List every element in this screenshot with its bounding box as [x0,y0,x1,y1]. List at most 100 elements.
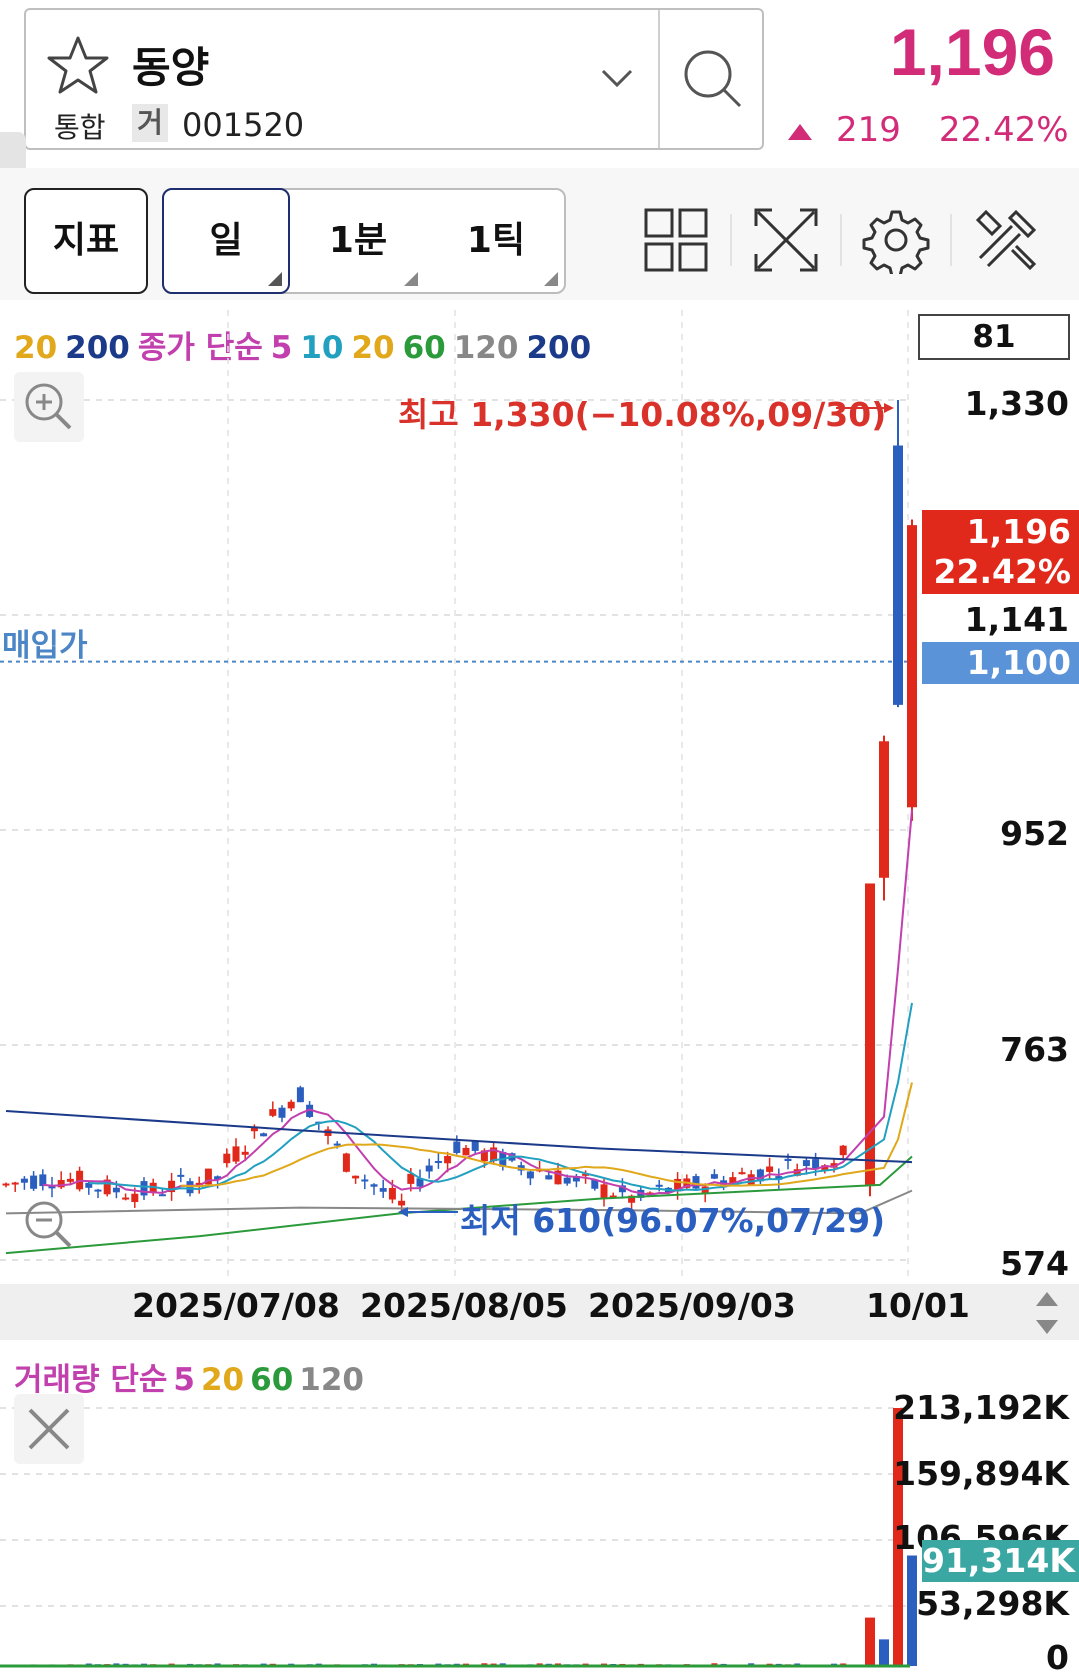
candle-body [2,1183,10,1186]
fullscreen-icon[interactable] [752,206,820,274]
indicator-value-box: 81 [918,314,1070,360]
volume-bar [893,1408,903,1666]
candle-body [907,525,917,808]
candle-body [490,1147,498,1162]
ma200-line [5,1109,913,1164]
candle-body [158,1194,166,1197]
candle-body [453,1141,461,1153]
zoom-out-button[interactable] [14,1190,84,1260]
close-icon [28,1408,70,1450]
period-day-button[interactable]: 일 [162,188,290,294]
candle-body [352,1175,360,1179]
low-arrow-head [398,1207,408,1217]
stock-code: 001520 [182,106,305,144]
search-divider [658,10,660,148]
candle-body [407,1173,415,1184]
candle-body [865,883,875,1185]
high-annotation: 최고 1,330(−10.08%,09/30) [398,395,887,434]
candle-body [66,1178,74,1182]
candle-body [655,1184,663,1187]
candle-body [94,1189,102,1192]
x-axis-bar [0,1284,1079,1340]
volume-bar [865,1617,875,1666]
candle-body [296,1087,304,1103]
volume-y-axis-label: 53,298K [916,1584,1069,1623]
high-arrow-head [884,403,894,413]
settings-gear-icon[interactable] [862,206,930,274]
volume-legend-item: 120 [299,1362,364,1398]
candle-body [839,1145,847,1156]
candle-body [388,1187,396,1200]
candle-body [462,1147,470,1156]
period-day-label: 일 [209,220,243,261]
volume-y-axis-label: 213,192K [893,1388,1069,1427]
favorite-star-icon[interactable] [46,34,110,98]
stock-search-box[interactable]: 동양 통합 거 001520 [24,8,764,150]
volume-legend-item: 5 [173,1362,195,1398]
ma5-line [42,809,913,1196]
price-legend-item: 200 [65,330,130,366]
price-chart-legend[interactable]: 20 200 종가 단순 5 10 20 60 120 200 [14,322,599,367]
x-axis-label: 2025/09/03 [588,1286,796,1325]
candle-body [821,1165,829,1171]
period-selector: 일 1분 1틱 [162,188,566,294]
y-axis-label: 763 [1000,1030,1069,1069]
price-legend-item: 20 [351,330,395,366]
price-legend-item: 120 [453,330,519,366]
chart-scroll-icon[interactable] [1022,1288,1072,1338]
candle-body [674,1178,682,1192]
candle-body [618,1185,626,1193]
candle-body [361,1179,369,1182]
y-axis-label: 1,330 [964,384,1069,423]
candle-body [480,1150,488,1162]
stock-kind-badge: 거 [132,104,168,142]
candle-body [186,1181,194,1194]
candle-body [729,1177,737,1184]
chevron-down-icon[interactable] [600,66,634,90]
candle-body [11,1182,19,1185]
period-1tick-label: 1틱 [466,220,526,261]
candle-body [554,1170,562,1185]
y-axis-label: 574 [1000,1244,1069,1283]
ma120-line [5,1189,913,1215]
candle-body [287,1101,295,1109]
candle-body [214,1176,222,1180]
volume-chart-legend[interactable]: 거래량 단순 5 20 60 120 [14,1354,370,1399]
volume-bar [879,1639,889,1666]
candle-body [444,1156,452,1164]
zoom-in-button[interactable] [14,372,84,442]
corner-marker-icon [268,272,282,286]
candle-body [646,1192,654,1195]
candle-body [333,1143,341,1146]
candle-body [260,1133,268,1137]
candle-body [168,1180,176,1193]
indicator-button[interactable]: 지표 [24,188,148,294]
candle-body [572,1175,580,1182]
corner-marker-icon [404,272,418,286]
search-icon[interactable] [660,10,764,148]
period-1min-button[interactable]: 1분 [292,190,424,292]
current-price-tag: 1,196 22.42% [922,510,1079,594]
current-price: 1,196 [889,15,1055,89]
candle-body [812,1159,820,1170]
x-axis-label: 2025/08/05 [360,1286,568,1325]
close-volume-button[interactable] [14,1394,84,1464]
current-price-tag-price: 1,196 [966,512,1071,551]
candle-body [471,1140,479,1151]
candle-body [747,1174,755,1186]
candle-body [879,741,889,878]
zoom-in-icon [25,383,72,430]
candle-body [526,1171,534,1179]
candle-body [140,1181,148,1196]
tools-icon[interactable] [972,206,1040,274]
candle-body [563,1177,571,1184]
candle-body [20,1178,28,1183]
grid-layout-icon[interactable] [642,206,710,274]
volume-y-axis-label: 0 [1046,1638,1069,1674]
candle-body [30,1175,38,1189]
up-triangle-icon [788,123,812,140]
period-1tick-button[interactable]: 1틱 [428,190,564,292]
candle-body [342,1153,350,1172]
ma20-line [180,1082,913,1188]
